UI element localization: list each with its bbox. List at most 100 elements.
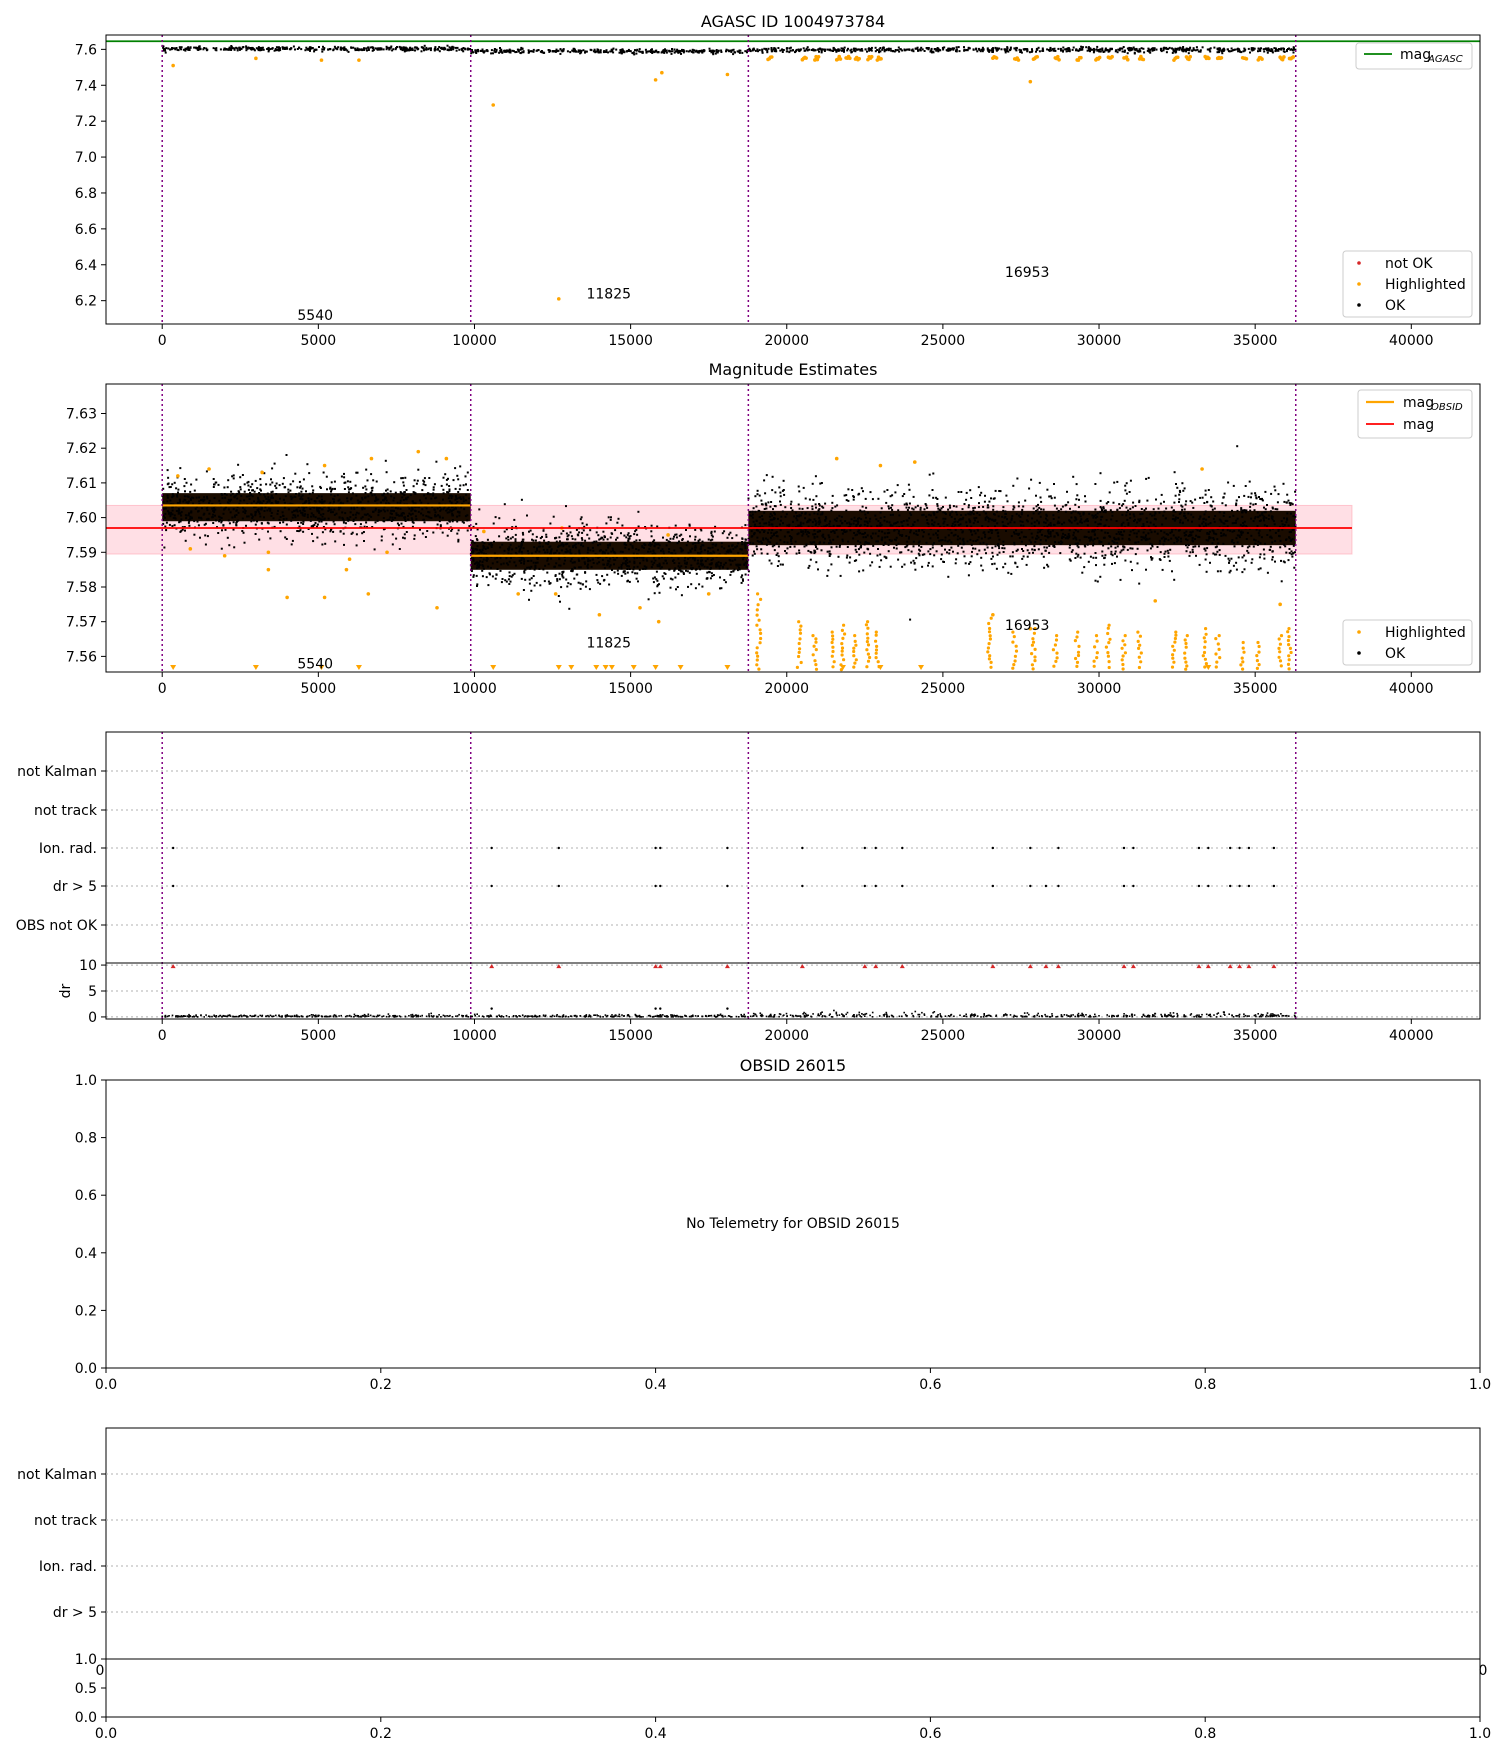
estimates-ok-point xyxy=(584,571,587,574)
agasc-ok-point xyxy=(390,45,393,48)
agasc-ok-point xyxy=(186,47,189,50)
estimates-ok-point xyxy=(442,508,445,511)
estimates-ok-point xyxy=(1183,508,1186,511)
estimates-ok-point xyxy=(815,522,818,525)
estimates-ok-point xyxy=(218,519,221,522)
estimates-ok-point xyxy=(443,506,446,509)
estimates-ok-point xyxy=(496,568,499,570)
agasc-ok-point xyxy=(1184,48,1187,51)
estimates-ok-point xyxy=(282,521,285,524)
agasc-ok-point xyxy=(1015,46,1018,49)
agasc-y-tick-label: 7.2 xyxy=(75,114,97,130)
estimates-ok-point xyxy=(837,555,840,558)
estimates-ok-point xyxy=(809,558,812,561)
estimates-ok-point xyxy=(375,496,377,499)
estimates-ok-point xyxy=(931,523,934,526)
agasc-ok-point xyxy=(1188,49,1191,52)
agasc-ok-point xyxy=(1192,47,1195,50)
estimates-ok-point xyxy=(933,554,936,557)
estimates-ok-point xyxy=(1177,539,1180,542)
estimates-ok-point xyxy=(260,489,262,492)
agasc-ok-point xyxy=(1023,48,1026,51)
agasc-ok-point xyxy=(321,50,324,53)
estimates-ok-point xyxy=(1235,502,1238,505)
estimates-ok-point xyxy=(394,516,397,519)
estimates-ok-point xyxy=(349,480,352,483)
estimates-ok-point xyxy=(239,488,242,491)
estimates-ok-point xyxy=(341,511,344,514)
estimates-ok-point xyxy=(242,531,245,534)
estimates-ok-point xyxy=(753,550,755,553)
agasc-ok-point xyxy=(371,49,374,52)
estimates-ok-point xyxy=(1247,495,1250,498)
estimates-ok-point xyxy=(794,526,797,528)
estimates-ok-point xyxy=(290,519,293,522)
agasc-ok-point xyxy=(1283,48,1285,50)
estimates-ok-point xyxy=(928,473,931,476)
estimates-ok-point xyxy=(186,501,189,504)
estimates-ok-point xyxy=(1134,505,1137,507)
estimates-ok-point xyxy=(764,492,767,495)
estimates-ok-point xyxy=(843,528,846,530)
estimates-ok-point xyxy=(960,528,963,531)
estimates-ok-point xyxy=(238,502,241,505)
agasc-ok-point xyxy=(1216,51,1219,54)
estimates-ok-point xyxy=(879,511,882,514)
estimates-ok-point xyxy=(454,498,457,501)
agasc-ok-point xyxy=(352,46,355,49)
agasc-ok-point xyxy=(987,49,990,52)
agasc-ok-point xyxy=(408,47,411,50)
estimates-ok-point xyxy=(760,548,763,551)
estimates-ok-point xyxy=(176,494,178,497)
estimates-ok-point xyxy=(742,579,744,582)
agasc-ok-point xyxy=(605,51,608,53)
estimates-ok-point xyxy=(1058,521,1061,524)
estimates-ok-point xyxy=(636,565,639,568)
agasc-y-tick-label: 7.0 xyxy=(75,150,97,166)
estimates-ok-point xyxy=(1085,536,1088,538)
agasc-ok-point xyxy=(363,47,365,50)
agasc-ok-point xyxy=(1238,48,1241,51)
agasc-ok-point xyxy=(859,49,862,52)
estimates-ok-point xyxy=(602,538,605,541)
estimates-ok-point xyxy=(628,537,631,540)
estimates-ok-point xyxy=(620,574,623,577)
estimates-ok-point xyxy=(504,579,507,582)
estimates-ok-point xyxy=(583,561,586,564)
estimates-ok-point xyxy=(249,494,252,497)
estimates-ok-point xyxy=(709,539,712,542)
estimates-ok-point xyxy=(1113,536,1116,539)
agasc-ok-point xyxy=(230,45,233,47)
estimates-ok-point xyxy=(1131,569,1133,572)
estimates-ok-point xyxy=(302,507,305,510)
estimates-ok-point xyxy=(1083,520,1086,523)
agasc-ok-point xyxy=(300,48,303,51)
estimates-ok-point xyxy=(1010,535,1013,538)
estimates-ok-point xyxy=(595,531,598,534)
estimates-ok-point xyxy=(235,494,238,497)
agasc-highlighted-point xyxy=(653,78,658,82)
estimates-ok-point xyxy=(1094,552,1097,554)
estimates-ok-point xyxy=(1006,518,1008,521)
estimates-ok-point xyxy=(438,515,441,518)
estimates-ok-point xyxy=(624,560,627,563)
estimates-ok-point xyxy=(293,495,296,498)
agasc-ok-point xyxy=(685,50,688,53)
agasc-ok-point xyxy=(945,49,948,52)
agasc-ok-point xyxy=(828,49,831,52)
estimates-ok-point xyxy=(526,550,529,552)
estimates-ok-point xyxy=(1241,556,1244,559)
agasc-ok-point xyxy=(708,47,711,50)
estimates-ok-point xyxy=(914,568,917,571)
estimates-ok-point xyxy=(344,512,347,515)
estimates-ok-point xyxy=(724,561,727,564)
estimates-ok-point xyxy=(696,559,699,562)
estimates-ok-point xyxy=(1062,536,1065,539)
estimates-ok-point xyxy=(383,505,386,508)
agasc-ok-point xyxy=(996,47,999,50)
estimates-ok-point xyxy=(566,538,568,541)
estimates-ok-point xyxy=(453,508,456,510)
estimates-ok-point xyxy=(636,533,639,536)
agasc-ok-point xyxy=(635,52,638,55)
estimates-ok-point xyxy=(165,521,168,524)
